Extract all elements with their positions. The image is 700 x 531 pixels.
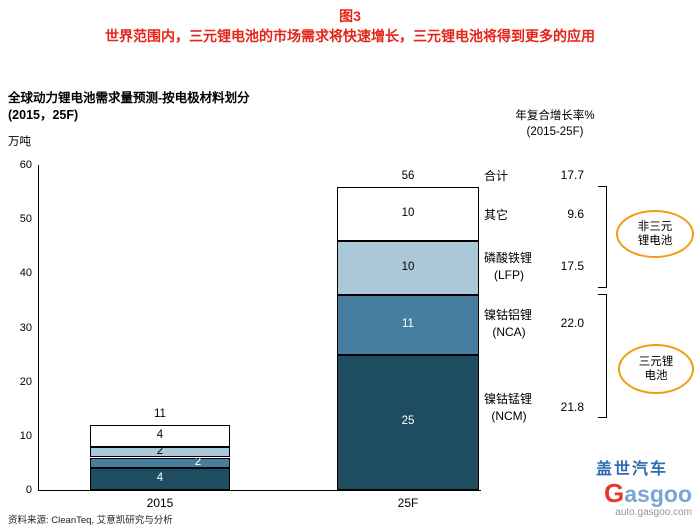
bracket-non-ternary — [598, 186, 607, 288]
chart-title: 全球动力锂电池需求量预测-按电极材料划分 (2015，25F) — [8, 90, 250, 124]
y-tick-label: 10 — [19, 429, 32, 442]
y-tick-label: 40 — [19, 267, 32, 280]
bar-total-value: 11 — [154, 408, 166, 420]
row-label-ncm: 镍钴锰锂 (NCM) — [484, 392, 533, 423]
y-axis-line — [38, 165, 39, 491]
row-cagr-lfp: 17.5 — [560, 259, 584, 273]
bar-segment-value: 2 — [194, 455, 202, 468]
cagr-header-line2: (2015-25F) — [526, 126, 584, 138]
row-cagr-total: 17.7 — [560, 168, 584, 182]
bar-total-value: 56 — [401, 169, 415, 182]
y-tick-label: 20 — [19, 375, 32, 388]
bar-segment-value: 25 — [401, 415, 415, 428]
x-axis-category: 25F — [397, 496, 419, 510]
row-label-lfp: 磷酸铁锂 (LFP) — [484, 251, 533, 282]
row-cagr-ncm: 21.8 — [560, 400, 584, 414]
bar-segment-value: 2 — [156, 445, 164, 458]
row-label-nca: 镍钴铝锂 (NCA) — [484, 308, 533, 339]
x-axis-category: 2015 — [146, 496, 174, 510]
bar-segment-25F-2 — [337, 240, 479, 295]
figure-headline: 世界范围内，三元锂电池的市场需求将快速增长，三元锂电池将得到更多的应用 — [105, 28, 595, 44]
bracket-ternary — [598, 294, 607, 418]
bar-segment-25F-3 — [337, 186, 479, 241]
figure-number: 图3 — [339, 8, 361, 24]
y-tick-label: 30 — [19, 321, 32, 334]
bar-segment-value: 4 — [156, 472, 164, 485]
gasgoo-logo-chinese: 盖世汽车 — [595, 461, 668, 478]
chart-title-line2: (2015，25F) — [8, 108, 79, 122]
gasgoo-g-icon: G — [604, 478, 625, 508]
source-note: 资料来源: CleanTeq, 艾意凯研究与分析 — [8, 515, 173, 526]
x-axis-line — [38, 490, 481, 491]
bar-segment-25F-1 — [337, 295, 479, 355]
row-label-other: 其它 — [484, 208, 509, 222]
y-tick-label: 0 — [25, 484, 32, 496]
row-cagr-nca: 22.0 — [560, 316, 584, 330]
group-label-ternary: 三元锂 电池 — [618, 344, 694, 394]
group-label-non-ternary: 非三元 锂电池 — [616, 210, 694, 258]
bar-segment-25F-0 — [337, 354, 479, 490]
bar-segment-2015-2 — [90, 446, 230, 458]
row-cagr-other: 9.6 — [567, 207, 584, 221]
bar-segment-2015-0 — [90, 468, 230, 490]
row-label-total: 合计 — [484, 169, 509, 183]
gasgoo-logo-wordmark: Gasgoo — [604, 478, 692, 508]
y-tick-label: 50 — [19, 213, 32, 226]
bar-segment-value: 10 — [401, 206, 415, 219]
y-tick-label: 60 — [19, 159, 32, 171]
bar-segment-value: 11 — [402, 317, 414, 330]
gasgoo-logo: 盖世汽车 Gasgoo auto.gasgoo.com — [596, 462, 692, 518]
bar-segment-value: 4 — [156, 428, 164, 441]
bar-segment-2015-3 — [90, 425, 230, 447]
y-axis-unit: 万吨 — [8, 136, 31, 148]
cagr-header-line1: 年复合增长率% — [515, 110, 595, 122]
cagr-header: 年复合增长率% (2015-25F) — [495, 108, 615, 140]
bar-segment-value: 10 — [401, 260, 415, 273]
chart-title-line1: 全球动力锂电池需求量预测-按电极材料划分 — [8, 91, 250, 105]
gasgoo-url: auto.gasgoo.com — [615, 507, 692, 518]
bar-segment-2015-1 — [90, 457, 230, 469]
